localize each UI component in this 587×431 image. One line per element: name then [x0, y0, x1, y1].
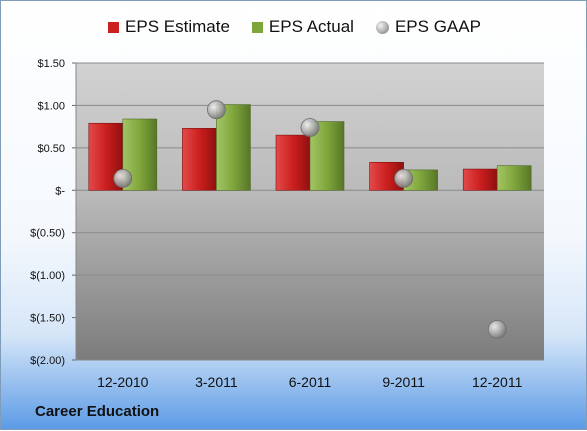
legend-swatch-gaap [375, 20, 389, 34]
legend-item-estimate: EPS Estimate [108, 17, 230, 37]
y-tick-label: $- [55, 185, 65, 197]
x-tick-label: 3-2011 [195, 374, 238, 390]
legend: EPS Estimate EPS Actual EPS GAAP [1, 17, 587, 37]
legend-label-gaap: EPS GAAP [394, 17, 481, 36]
marker-eps-gaap [487, 320, 507, 339]
x-tick-label: 6-2011 [289, 374, 332, 390]
x-tick-label: 12-2011 [472, 374, 523, 390]
legend-label-estimate: EPS Estimate [125, 17, 230, 36]
y-tick-label: $(0.50) [30, 228, 65, 240]
legend-swatch-estimate [108, 21, 120, 33]
x-tick-label: 12-2010 [97, 374, 149, 390]
marker-eps-gaap [113, 169, 133, 188]
x-tick-label: 9-2011 [382, 374, 425, 390]
y-tick-label: $(1.50) [30, 313, 65, 325]
marker-eps-gaap [300, 118, 320, 137]
marker-eps-gaap [206, 100, 226, 120]
company-name: Career Education [35, 403, 160, 420]
y-tick-label: $0.50 [37, 143, 65, 155]
bar-eps-actual [216, 104, 251, 191]
y-tick-label: $(2.00) [30, 355, 65, 367]
bar-eps-estimate [462, 168, 498, 191]
plot-area [76, 63, 544, 360]
bar-eps-estimate [182, 128, 217, 191]
marker-eps-gaap [394, 169, 414, 188]
bar-eps-estimate [275, 134, 311, 191]
y-tick-label: $1.00 [37, 100, 65, 112]
y-tick-label: $1.50 [37, 58, 65, 70]
bar-eps-actual [496, 165, 532, 191]
legend-label-actual: EPS Actual [268, 17, 354, 36]
legend-swatch-actual [251, 21, 263, 33]
y-tick-label: $(1.00) [30, 270, 65, 282]
legend-item-actual: EPS Actual [251, 17, 354, 37]
legend-item-gaap: EPS GAAP [375, 17, 481, 37]
